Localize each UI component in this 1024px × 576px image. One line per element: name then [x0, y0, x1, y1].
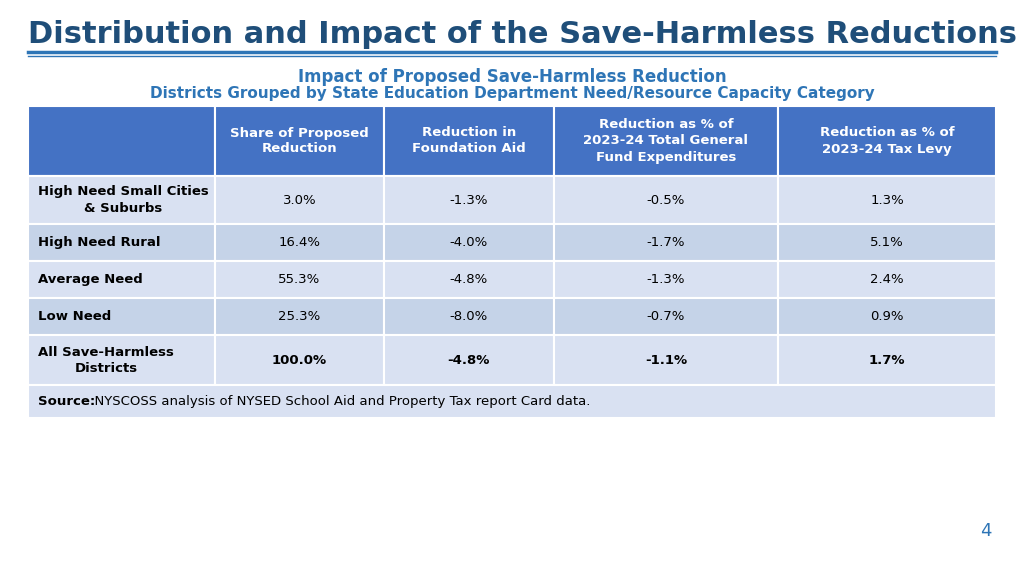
Text: -1.7%: -1.7%	[647, 236, 685, 249]
Bar	[215, 224, 384, 261]
Text: 1.7%: 1.7%	[868, 354, 905, 366]
Text: Source:: Source:	[38, 395, 95, 408]
Text: Low Need: Low Need	[38, 310, 112, 323]
Bar	[28, 224, 215, 261]
Bar	[215, 335, 384, 385]
Text: 5.1%: 5.1%	[870, 236, 904, 249]
Text: -0.5%: -0.5%	[647, 194, 685, 207]
Text: -8.0%: -8.0%	[450, 310, 488, 323]
Bar	[215, 298, 384, 335]
Text: All Save-Harmless
Districts: All Save-Harmless Districts	[38, 346, 174, 374]
Text: -1.3%: -1.3%	[647, 273, 685, 286]
Bar	[778, 224, 996, 261]
Bar	[28, 261, 215, 298]
Bar	[28, 176, 215, 224]
Bar	[778, 106, 996, 176]
Text: 0.9%: 0.9%	[870, 310, 904, 323]
Text: 16.4%: 16.4%	[279, 236, 321, 249]
Text: -1.3%: -1.3%	[450, 194, 488, 207]
Text: -0.7%: -0.7%	[647, 310, 685, 323]
Bar	[554, 261, 778, 298]
Text: Distribution and Impact of the Save-Harmless Reductions: Distribution and Impact of the Save-Harm…	[28, 20, 1017, 49]
Text: -1.1%: -1.1%	[645, 354, 687, 366]
Text: Impact of Proposed Save-Harmless Reduction: Impact of Proposed Save-Harmless Reducti…	[298, 68, 726, 86]
Bar	[778, 335, 996, 385]
Text: 1.3%: 1.3%	[870, 194, 904, 207]
Text: Reduction in
Foundation Aid: Reduction in Foundation Aid	[412, 127, 525, 156]
Bar	[554, 176, 778, 224]
Bar	[384, 335, 554, 385]
Text: -4.8%: -4.8%	[447, 354, 490, 366]
Text: 100.0%: 100.0%	[272, 354, 327, 366]
Text: -4.8%: -4.8%	[450, 273, 488, 286]
Text: 25.3%: 25.3%	[279, 310, 321, 323]
Bar	[554, 335, 778, 385]
Bar	[554, 298, 778, 335]
Bar	[215, 106, 384, 176]
Text: Reduction as % of
2023-24 Tax Levy: Reduction as % of 2023-24 Tax Levy	[820, 127, 954, 156]
Text: NYSCOSS analysis of NYSED School Aid and Property Tax report Card data.: NYSCOSS analysis of NYSED School Aid and…	[86, 395, 591, 408]
Text: -4.0%: -4.0%	[450, 236, 488, 249]
Bar	[28, 298, 215, 335]
Bar	[215, 261, 384, 298]
Text: 55.3%: 55.3%	[279, 273, 321, 286]
Bar	[28, 106, 215, 176]
Text: Average Need: Average Need	[38, 273, 142, 286]
Text: 2.4%: 2.4%	[870, 273, 904, 286]
Bar	[778, 176, 996, 224]
Text: High Need Rural: High Need Rural	[38, 236, 161, 249]
Bar	[384, 261, 554, 298]
Text: High Need Small Cities
& Suburbs: High Need Small Cities & Suburbs	[38, 185, 209, 214]
Bar	[778, 261, 996, 298]
Text: Share of Proposed
Reduction: Share of Proposed Reduction	[230, 127, 369, 156]
Text: 4: 4	[981, 522, 992, 540]
Bar	[384, 298, 554, 335]
Bar	[384, 106, 554, 176]
Text: 3.0%: 3.0%	[283, 194, 316, 207]
Bar	[384, 224, 554, 261]
Bar	[554, 106, 778, 176]
Text: Districts Grouped by State Education Department Need/Resource Capacity Category: Districts Grouped by State Education Dep…	[150, 86, 874, 101]
Bar	[554, 224, 778, 261]
Bar	[215, 176, 384, 224]
Text: Reduction as % of
2023-24 Total General
Fund Expenditures: Reduction as % of 2023-24 Total General …	[584, 119, 749, 164]
Bar	[28, 385, 996, 418]
Bar	[384, 176, 554, 224]
Bar	[28, 335, 215, 385]
Bar	[778, 298, 996, 335]
